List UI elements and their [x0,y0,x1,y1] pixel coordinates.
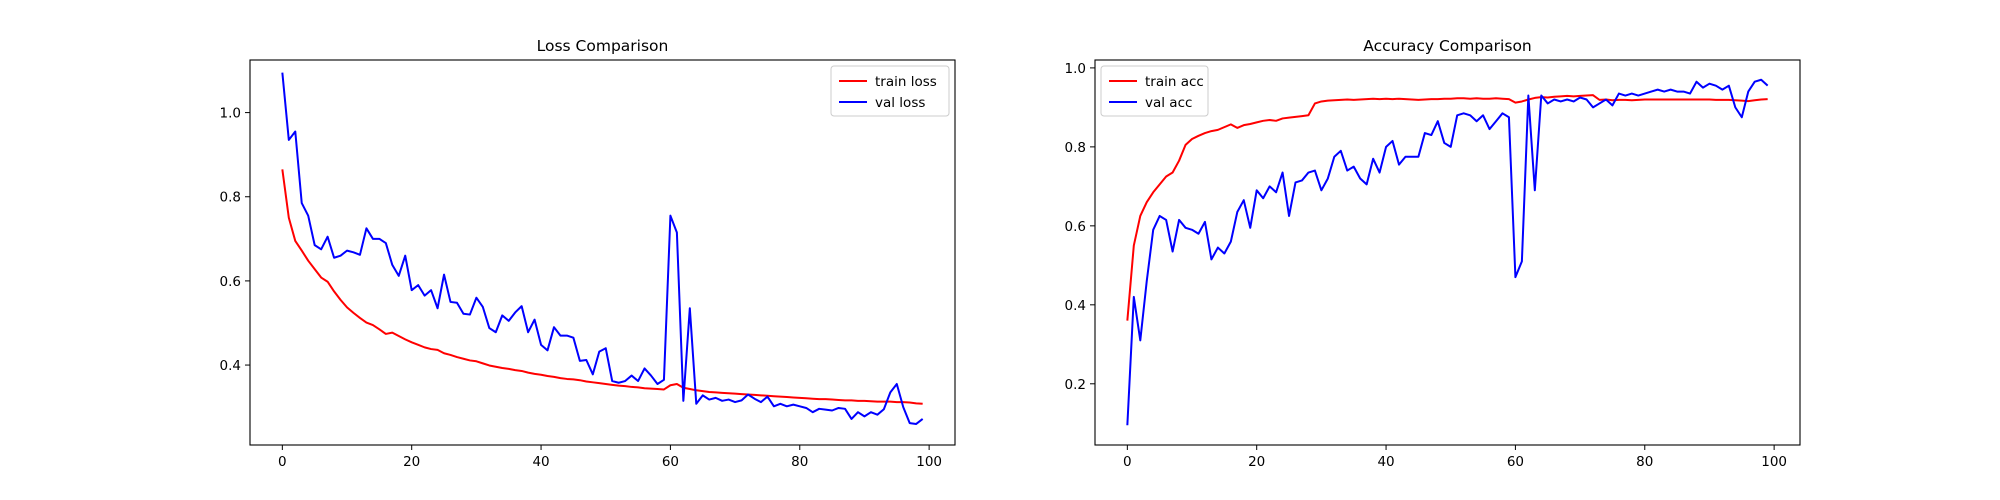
y-tick-label: 1.0 [1065,61,1086,77]
legend: train acc val acc [1100,65,1209,117]
x-tick-label: 60 [1507,454,1524,470]
legend-box [1100,65,1209,117]
y-tick-label: 0.6 [220,274,241,290]
x-tick-label: 40 [532,454,549,470]
y-tick-label: 0.4 [220,358,241,374]
chart-title: Loss Comparison [537,37,669,55]
series-line-0 [1126,94,1768,321]
y-tick-label: 0.6 [1065,219,1086,235]
y-tick-label: 0.4 [1065,298,1086,314]
series-line-1 [281,72,924,425]
legend-label-0: train acc [1145,74,1204,90]
y-tick-label: 0.2 [1065,377,1086,393]
y-tick-label: 0.8 [220,190,241,206]
series-line-0 [281,169,923,405]
x-tick-label: 20 [1248,454,1265,470]
legend-box [830,65,950,117]
x-tick-label: 20 [403,454,420,470]
chart-1: Accuracy Comparison 0 20 40 60 80 100 0.2 0.4 0.6… [1065,37,1801,470]
chart-title: Accuracy Comparison [1363,37,1532,55]
x-tick-label: 100 [916,454,942,470]
x-tick-label: 100 [1761,454,1787,470]
axes-frame [249,59,956,446]
x-tick-label: 40 [1377,454,1394,470]
axes-frame [1094,59,1801,446]
x-tick-label: 60 [662,454,679,470]
y-tick-label: 1.0 [220,106,241,122]
legend: train loss val loss [830,65,950,117]
series-line-1 [1126,78,1769,426]
y-tick-label: 0.8 [1065,140,1086,156]
legend-label-1: val loss [875,95,925,111]
x-tick-label: 0 [1123,454,1132,470]
chart-0: Loss Comparison 0 20 40 60 80 100 0.4 0.6 0.8 1.0 t… [220,37,956,470]
x-tick-label: 80 [1636,454,1653,470]
legend-label-0: train loss [875,74,937,90]
x-tick-label: 0 [278,454,287,470]
x-tick-label: 80 [791,454,808,470]
legend-label-1: val acc [1145,95,1192,111]
